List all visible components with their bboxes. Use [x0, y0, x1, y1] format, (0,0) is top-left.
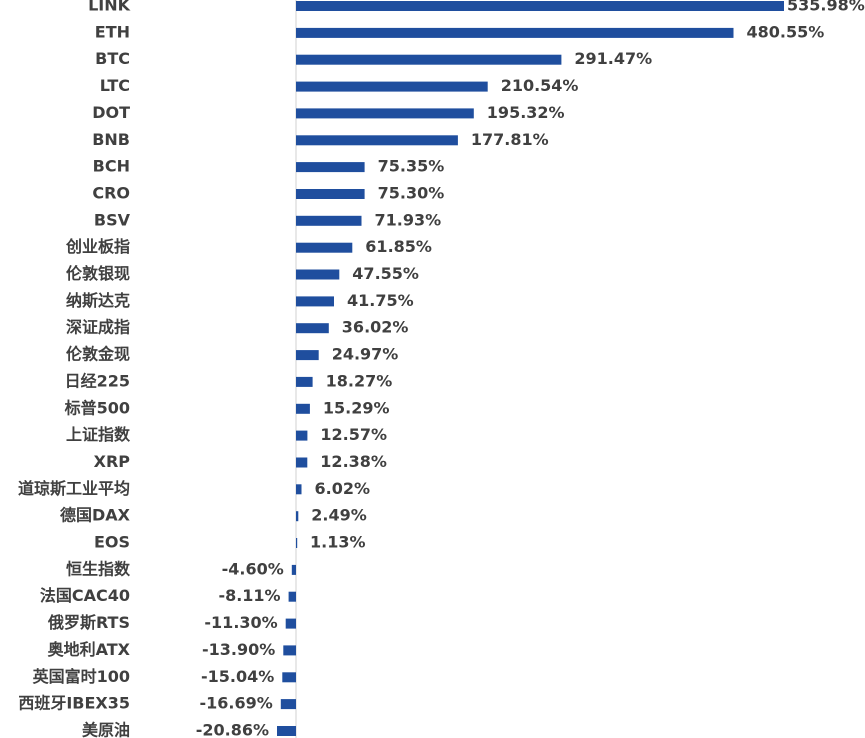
value-label: 75.30%	[378, 184, 445, 203]
value-label: 1.13%	[310, 533, 366, 552]
category-label: LINK	[88, 0, 131, 15]
value-label: 24.97%	[332, 345, 399, 364]
category-label: XRP	[94, 452, 131, 471]
bar	[285, 618, 296, 629]
value-label: 291.47%	[574, 49, 652, 68]
bar	[296, 296, 334, 307]
category-label: 美原油	[82, 721, 130, 738]
bar	[296, 538, 298, 548]
value-label: -15.04%	[201, 667, 274, 686]
category-label: BSV	[94, 210, 131, 229]
bar	[296, 323, 329, 334]
category-label: 日经225	[65, 371, 130, 390]
category-label: CRO	[92, 184, 130, 203]
category-label: 上证指数	[66, 425, 131, 444]
category-label: BCH	[93, 157, 130, 176]
bar	[296, 215, 362, 226]
bar	[288, 591, 296, 602]
category-label: 法国CAC40	[40, 586, 130, 605]
value-label: 2.49%	[311, 506, 367, 525]
value-label: 36.02%	[342, 318, 409, 337]
bar	[296, 350, 319, 361]
bar	[296, 242, 353, 253]
value-label: -13.90%	[202, 640, 275, 659]
value-label: 47.55%	[352, 264, 419, 283]
category-label: 奥地利ATX	[48, 640, 131, 659]
bar	[296, 511, 299, 522]
category-label: 标普500	[64, 398, 130, 417]
value-label: 61.85%	[365, 237, 432, 256]
bar	[296, 403, 310, 414]
bar	[296, 269, 340, 280]
bar	[296, 484, 302, 495]
value-label: -4.60%	[222, 559, 284, 578]
value-label: 12.38%	[320, 452, 387, 471]
bar	[296, 54, 562, 65]
category-label: 伦敦金现	[66, 345, 130, 364]
bar	[283, 645, 296, 656]
value-label: 177.81%	[471, 130, 549, 149]
bar	[296, 108, 474, 119]
category-label: 深证成指	[66, 318, 130, 337]
value-label: 41.75%	[347, 291, 414, 310]
bar	[296, 1, 784, 11]
category-label: ETH	[95, 22, 130, 41]
bar	[296, 162, 365, 173]
category-label: 纳斯达克	[66, 291, 130, 310]
value-label: -16.69%	[200, 694, 273, 713]
bar	[296, 135, 458, 146]
category-label: LTC	[100, 76, 130, 95]
bar	[277, 726, 296, 736]
category-label: 创业板指	[65, 237, 130, 256]
category-label: 伦敦银现	[66, 264, 130, 283]
value-label: 535.98%	[787, 0, 865, 15]
category-label: 德国DAX	[60, 506, 131, 525]
value-label: 71.93%	[375, 210, 442, 229]
value-label: -8.11%	[218, 586, 280, 605]
category-label: EOS	[94, 533, 130, 552]
bar	[282, 672, 296, 683]
bar	[296, 430, 308, 441]
category-label: DOT	[92, 103, 130, 122]
value-label: 18.27%	[326, 371, 393, 390]
value-label: 75.35%	[378, 157, 445, 176]
category-label: 道琼斯工业平均	[18, 479, 130, 498]
value-label: 6.02%	[315, 479, 371, 498]
bar	[296, 457, 308, 468]
value-label: 12.57%	[320, 425, 387, 444]
category-label: BNB	[92, 130, 130, 149]
value-label: 480.55%	[747, 22, 825, 41]
bar	[296, 376, 313, 387]
category-label: 恒生指数	[66, 559, 131, 578]
bar	[291, 564, 296, 575]
bar	[280, 699, 296, 710]
category-label: 俄罗斯RTS	[47, 613, 130, 632]
bar	[296, 81, 488, 92]
bar	[296, 27, 734, 38]
bar	[296, 189, 365, 199]
value-label: -11.30%	[204, 613, 277, 632]
value-label: -20.86%	[196, 721, 269, 738]
category-label: BTC	[95, 49, 130, 68]
category-label: 英国富时100	[32, 667, 130, 686]
value-label: 210.54%	[501, 76, 579, 95]
value-label: 15.29%	[323, 398, 390, 417]
value-label: 195.32%	[487, 103, 565, 122]
category-label: 西班牙IBEX35	[18, 694, 130, 713]
